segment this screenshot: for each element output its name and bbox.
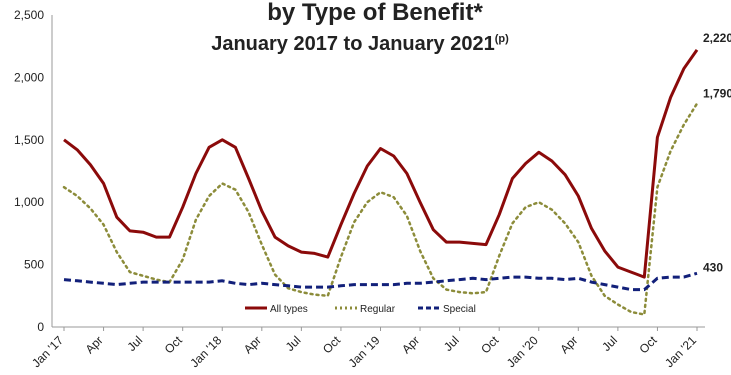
end-value-label: 1,790: [703, 87, 731, 101]
x-tick-label: Apr: [83, 333, 106, 356]
y-tick-label: 1,000: [14, 195, 44, 209]
x-tick-label: Jan '20: [504, 333, 541, 370]
chart-subtitle: January 2017 to January 2021(p): [211, 33, 509, 55]
end-value-labels: 2,220 1,790 430: [703, 31, 731, 274]
chart-subtitle-text: January 2017 to January 2021: [211, 33, 495, 55]
series-line-special: [63, 271, 698, 292]
x-tick-label: Oct: [478, 333, 502, 357]
x-tick-label: Jan '19: [346, 333, 383, 370]
legend-label: All types: [270, 304, 308, 315]
x-tick-label: Jul: [283, 333, 304, 354]
y-tick-label: 500: [24, 258, 44, 272]
x-tick-label: Jul: [124, 333, 145, 354]
legend-label: Regular: [360, 304, 396, 315]
y-tick-label: 0: [37, 320, 44, 334]
end-value-label: 2,220: [703, 31, 731, 45]
x-tick-label: Oct: [162, 333, 186, 357]
x-tick-label: Jan '18: [187, 333, 224, 370]
chart-title: by Type of Benefit*: [267, 0, 483, 26]
x-tick-label: Jul: [599, 333, 620, 354]
y-axis-ticks: 0 500 1,000 1,500 2,000 2,500: [14, 8, 44, 334]
y-tick-label: 1,500: [14, 133, 44, 147]
y-tick-label: 2,000: [14, 70, 44, 84]
legend: All types Regular Special: [240, 298, 502, 318]
x-tick-label: Apr: [241, 333, 264, 356]
x-tick-label: Jul: [441, 333, 462, 354]
x-tick-label: Jan '17: [29, 333, 66, 370]
x-tick-label: Apr: [399, 333, 422, 356]
legend-label: Special: [443, 304, 476, 315]
end-value-label: 430: [703, 260, 723, 274]
legend-box: [240, 298, 502, 318]
x-tick-label: Apr: [557, 333, 580, 356]
y-tick-label: 2,500: [14, 8, 44, 22]
x-tick-label: Jan '21: [662, 333, 699, 370]
x-axis-ticks: Jan '17 Apr Jul Oct Jan '18 Apr Jul Oct Jan '19 A…: [29, 327, 699, 370]
series-line-all-types: [63, 49, 699, 279]
series-lines: [62, 49, 699, 316]
x-tick-label: Oct: [636, 333, 660, 357]
chart-subtitle-superscript: (p): [495, 33, 509, 45]
x-tick-label: Oct: [320, 333, 344, 357]
